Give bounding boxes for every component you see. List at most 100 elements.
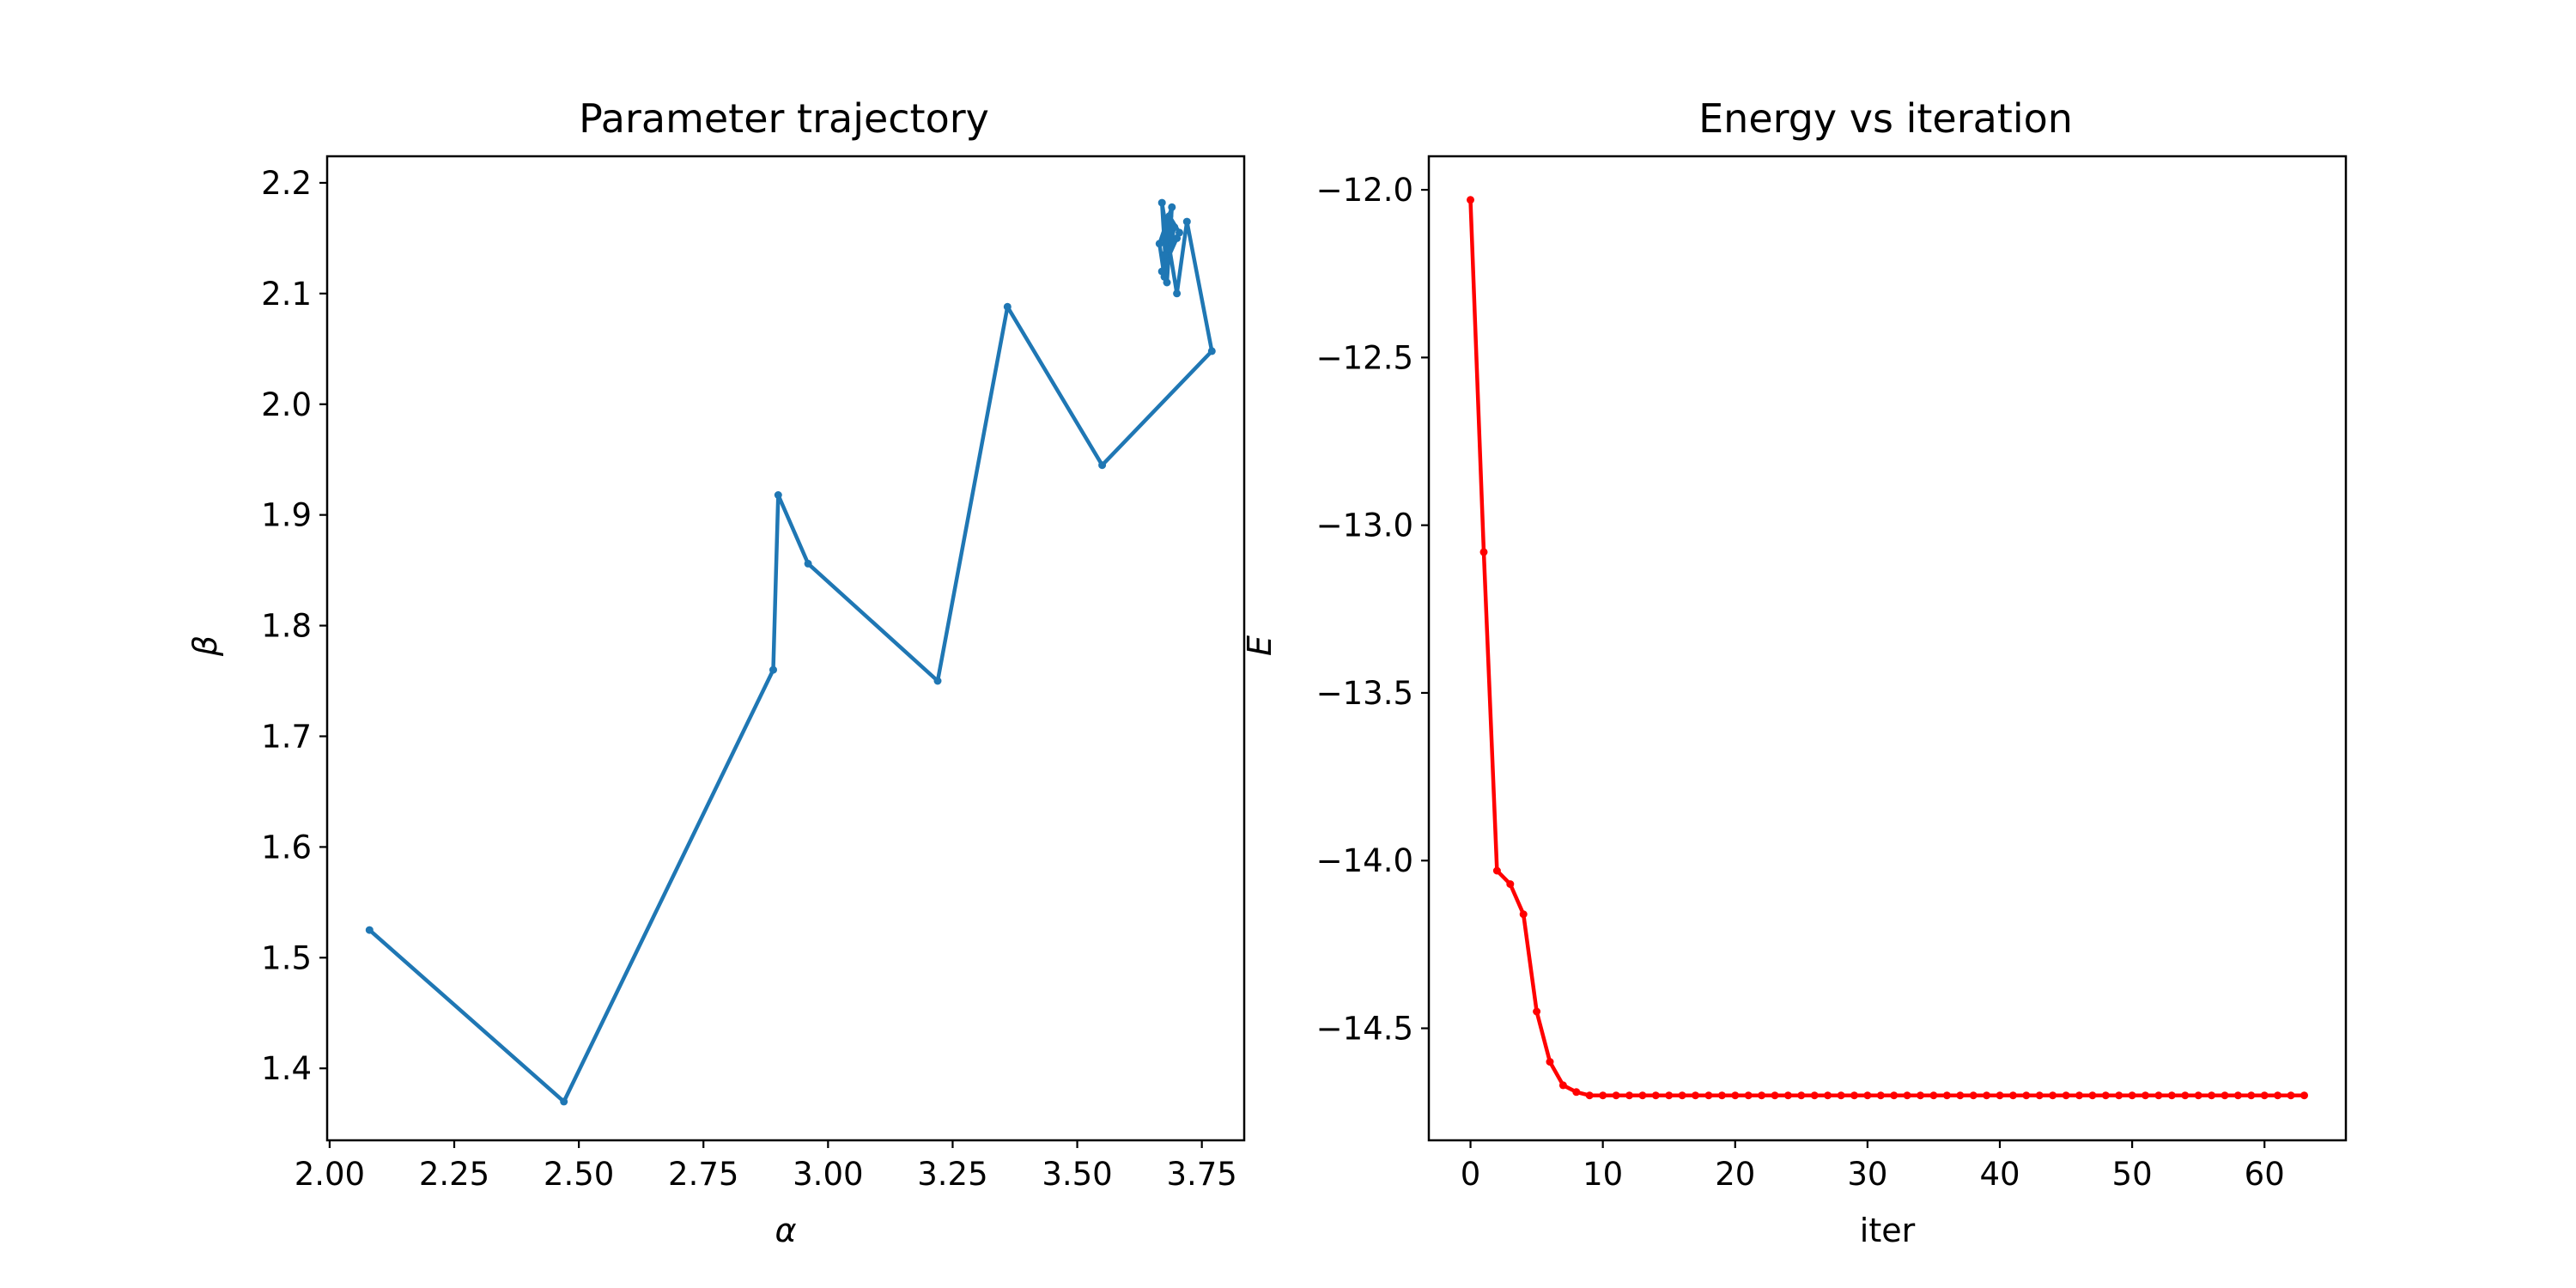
- trajectory-data-point: [1157, 198, 1166, 207]
- energy-data-point: [1837, 1091, 1845, 1100]
- energy-data-point: [1665, 1091, 1674, 1100]
- trajectory-y-tick-label: 1.9: [261, 497, 312, 534]
- trajectory-data-point: [560, 1097, 568, 1106]
- trajectory-y-tick-label: 1.8: [261, 608, 312, 645]
- trajectory-x-tick-label: 3.75: [1166, 1156, 1236, 1193]
- energy-data-point: [1876, 1091, 1885, 1100]
- trajectory-data-point: [1003, 302, 1012, 311]
- trajectory-data-point: [1173, 289, 1182, 298]
- energy-plot: [1467, 196, 2308, 1100]
- energy-data-point: [1599, 1091, 1607, 1100]
- trajectory-data-point: [1157, 267, 1166, 276]
- energy-data-point: [1519, 910, 1528, 919]
- trajectory-x-tick-label: 2.50: [544, 1156, 614, 1193]
- energy-data-point: [1783, 1091, 1792, 1100]
- energy-y-tick-label: −12.0: [1316, 172, 1413, 209]
- trajectory-plot: [365, 198, 1216, 1106]
- trajectory-y-tick-label: 1.6: [261, 829, 312, 866]
- energy-data-point: [1533, 1007, 1541, 1016]
- energy-data-point: [2274, 1091, 2282, 1100]
- energy-data-point: [2101, 1091, 2110, 1100]
- energy-data-point: [2221, 1091, 2229, 1100]
- trajectory-panel: Parameter trajectory 2.00 2.25 2.50 2.75 3.0…: [186, 95, 1246, 1249]
- trajectory-data-point: [1155, 240, 1163, 248]
- energy-data-point: [1929, 1091, 1938, 1100]
- energy-data-point: [1638, 1091, 1647, 1100]
- energy-data-point: [2208, 1091, 2216, 1100]
- energy-x-tick-label: 50: [2112, 1156, 2153, 1193]
- energy-data-point: [1651, 1091, 1660, 1100]
- energy-data-point: [1863, 1091, 1872, 1100]
- trajectory-data-point: [1098, 461, 1107, 470]
- energy-y-tick-label: −14.5: [1316, 1011, 1413, 1048]
- energy-data-point: [2260, 1091, 2269, 1100]
- energy-data-point: [1479, 548, 1488, 556]
- energy-data-point: [2115, 1091, 2123, 1100]
- trajectory-data-point: [1165, 212, 1174, 221]
- energy-data-point: [1942, 1091, 1951, 1100]
- trajectory-data-point: [1168, 203, 1176, 211]
- energy-data-point: [1917, 1091, 1924, 1100]
- trajectory-x-tick-label: 2.75: [668, 1156, 738, 1193]
- trajectory-x-tick-label: 3.00: [793, 1156, 863, 1193]
- trajectory-data-point: [769, 665, 777, 674]
- energy-data-point: [1492, 866, 1501, 875]
- trajectory-ticks: 2.00 2.25 2.50 2.75 3.00 3.25 3.50 3.75 1.4 1.5 1.…: [261, 165, 1237, 1193]
- energy-data-point: [1506, 880, 1515, 889]
- energy-data-point: [1678, 1091, 1686, 1100]
- trajectory-y-tick-label: 2.1: [261, 276, 312, 313]
- trajectory-data-point: [1182, 217, 1191, 226]
- energy-data-point: [2035, 1091, 2044, 1100]
- trajectory-y-tick-label: 2.0: [261, 386, 312, 423]
- energy-data-point: [1717, 1091, 1726, 1100]
- trajectory-data-point: [774, 491, 782, 499]
- energy-data-point: [2022, 1091, 2031, 1100]
- energy-data-point: [1969, 1091, 1978, 1100]
- trajectory-data-point: [1207, 347, 1216, 355]
- energy-x-tick-label: 10: [1583, 1156, 1623, 1193]
- trajectory-data-point: [1160, 251, 1169, 259]
- energy-y-axis-label: E: [1241, 635, 1279, 656]
- trajectory-data-point: [365, 926, 374, 934]
- trajectory-axes-frame: [325, 155, 1246, 1142]
- energy-data-point: [1612, 1091, 1620, 1100]
- energy-x-axis-label: iter: [1860, 1212, 1916, 1249]
- energy-data-point: [2088, 1091, 2097, 1100]
- energy-data-point: [1824, 1091, 1832, 1100]
- energy-data-point: [1731, 1091, 1740, 1100]
- energy-data-point: [2062, 1091, 2070, 1100]
- energy-y-tick-label: −12.5: [1316, 339, 1413, 376]
- trajectory-y-tick-label: 1.5: [261, 939, 312, 976]
- energy-ticks: 0 10 20 30 40 50 60 −12.0 −12.5 −13.0 −13.5 −14.0 −1…: [1316, 172, 2285, 1193]
- energy-data-point: [1983, 1091, 1991, 1100]
- trajectory-x-axis-label: α: [775, 1212, 796, 1249]
- trajectory-x-tick-label: 3.50: [1042, 1156, 1112, 1193]
- energy-data-point: [2008, 1091, 2017, 1100]
- energy-data-point: [1744, 1091, 1753, 1100]
- trajectory-title: Parameter trajectory: [579, 95, 989, 142]
- energy-data-point: [2167, 1091, 2176, 1100]
- energy-y-tick-label: −13.0: [1316, 507, 1413, 544]
- energy-data-point: [1467, 196, 1474, 204]
- energy-data-point: [2181, 1091, 2190, 1100]
- energy-data-point: [1758, 1091, 1766, 1100]
- energy-data-point: [2154, 1091, 2163, 1100]
- trajectory-data-point: [1165, 245, 1174, 253]
- energy-data-point: [1903, 1091, 1911, 1100]
- energy-data-point: [1558, 1081, 1567, 1090]
- energy-panel: Energy vs iteration 0 10 20 30 40 50 60 −12.0 −1…: [1241, 95, 2348, 1249]
- energy-data-point: [2300, 1091, 2308, 1100]
- energy-data-point: [1585, 1091, 1594, 1100]
- energy-data-point: [2247, 1091, 2256, 1100]
- energy-data-point: [1890, 1091, 1899, 1100]
- trajectory-data-point: [933, 677, 942, 685]
- trajectory-x-tick-label: 2.25: [419, 1156, 489, 1193]
- energy-x-tick-label: 60: [2245, 1156, 2285, 1193]
- energy-data-point: [1625, 1091, 1633, 1100]
- energy-data-point: [2128, 1091, 2136, 1100]
- energy-y-tick-label: −13.5: [1316, 675, 1413, 712]
- energy-data-point: [2075, 1091, 2083, 1100]
- energy-data-point: [2049, 1091, 2057, 1100]
- trajectory-y-tick-label: 1.7: [261, 718, 312, 755]
